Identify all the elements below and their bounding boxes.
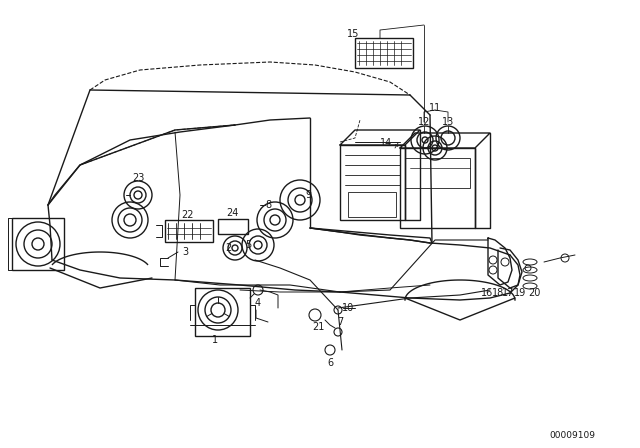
Text: 8: 8	[265, 200, 271, 210]
Text: 16: 16	[481, 288, 493, 298]
Text: 6: 6	[327, 358, 333, 368]
Text: 15: 15	[347, 29, 359, 39]
Text: 22: 22	[182, 210, 195, 220]
Text: 7: 7	[337, 317, 343, 327]
Text: 1: 1	[212, 335, 218, 345]
Bar	[400, 148, 475, 228]
Text: 19: 19	[514, 288, 526, 298]
Text: 10: 10	[342, 303, 354, 313]
Text: 18: 18	[492, 288, 504, 298]
Bar	[348, 192, 396, 217]
Text: 23: 23	[132, 173, 144, 183]
Text: 3: 3	[182, 247, 188, 257]
Bar	[340, 145, 405, 220]
Text: 17: 17	[502, 288, 514, 298]
Text: 5: 5	[245, 240, 251, 250]
Text: 14: 14	[380, 138, 392, 148]
Text: 2: 2	[225, 243, 231, 253]
Text: 11: 11	[429, 103, 441, 113]
Bar	[405, 158, 470, 188]
Text: 13: 13	[442, 117, 454, 127]
Bar	[165, 220, 213, 242]
Text: 4: 4	[255, 298, 261, 308]
Bar	[195, 288, 250, 336]
Text: 9: 9	[305, 190, 311, 200]
Bar	[12, 218, 64, 270]
Text: 12: 12	[418, 117, 430, 127]
Text: 21: 21	[312, 322, 324, 332]
Text: 24: 24	[226, 208, 238, 218]
Bar	[355, 38, 413, 68]
Bar	[218, 219, 248, 234]
Text: 20: 20	[528, 288, 540, 298]
Text: 00009109: 00009109	[549, 431, 595, 439]
